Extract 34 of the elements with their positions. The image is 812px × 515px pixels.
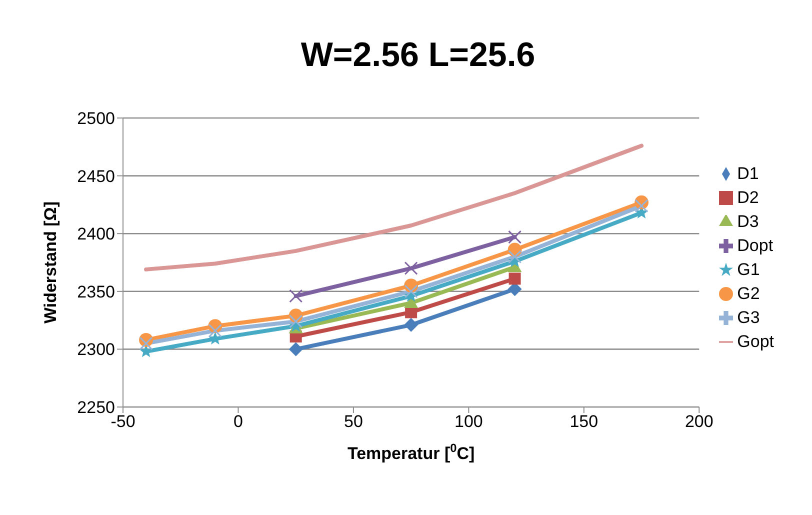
x-axis-title: Temperatur [$^{0}$C]: [347, 441, 475, 463]
y-tick-label: 2450: [77, 166, 115, 186]
point: [289, 289, 303, 303]
point: [508, 230, 522, 244]
legend-label: D1: [737, 164, 759, 182]
legend-label: G1: [737, 260, 760, 278]
y-axis-title: Widerstand [Ω]: [41, 201, 60, 324]
point: [634, 199, 648, 213]
legend-label: G3: [737, 308, 760, 326]
legend-label: Dopt: [737, 236, 774, 254]
line-series: [144, 144, 644, 272]
legend-label: D3: [737, 212, 759, 230]
x-tick-label: 200: [684, 412, 714, 432]
chart-title: W=2.56 L=25.6: [300, 36, 536, 75]
x-tick-label: 150: [570, 412, 598, 432]
legend-label: G2: [737, 284, 760, 302]
point: [404, 318, 418, 332]
legend-label: D2: [737, 188, 759, 206]
point: [208, 324, 222, 338]
point: [508, 272, 521, 285]
x-tick-label: 0: [233, 412, 243, 432]
x-tick-label: 50: [344, 412, 363, 432]
x-tick-label: 100: [454, 412, 483, 432]
legend-label: Gopt: [737, 332, 774, 350]
point: [404, 284, 418, 298]
y-tick-label: 2400: [77, 224, 115, 244]
point: [404, 262, 418, 276]
y-tick-label: 2350: [77, 282, 115, 302]
point: [139, 336, 153, 350]
point: [289, 314, 303, 328]
y-tick-label: 2300: [77, 340, 115, 360]
y-tick-label: 2500: [77, 109, 115, 128]
point: [288, 342, 303, 356]
point: [508, 250, 522, 264]
